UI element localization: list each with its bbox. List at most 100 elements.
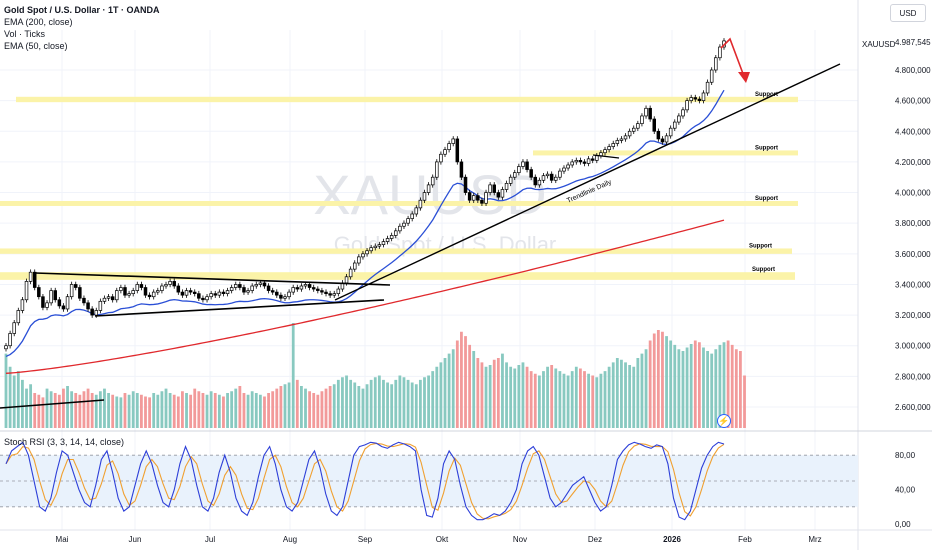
candle-body — [513, 172, 517, 178]
volume-bar — [271, 391, 275, 428]
volume-bar — [546, 366, 549, 428]
volume-bar — [628, 365, 632, 428]
legend-vol: Vol · Ticks — [4, 29, 46, 39]
volume-bar — [98, 391, 102, 428]
volume-bar — [435, 366, 439, 428]
support-label: Support — [749, 243, 772, 249]
support-zone — [16, 96, 798, 103]
volume-bar — [656, 330, 660, 428]
volume-bar — [361, 388, 365, 428]
candle-body — [537, 179, 542, 186]
candle-body — [299, 285, 304, 290]
candle-body — [139, 284, 144, 288]
candle-body — [381, 241, 386, 245]
volume-bar — [287, 382, 291, 428]
volume-bar — [230, 391, 234, 428]
price-tick-label: 4.200,000 — [895, 158, 931, 167]
candle-body — [172, 281, 176, 287]
support-label: Support — [755, 92, 778, 98]
volume-bar — [673, 344, 677, 428]
bolt-icon[interactable]: ⚡ — [717, 414, 731, 428]
candle-body — [623, 135, 628, 140]
candle-body — [324, 291, 328, 294]
volume-bar — [652, 333, 656, 428]
candle-body — [640, 115, 644, 124]
volume-bar — [537, 375, 541, 428]
volume-bar — [542, 371, 545, 428]
candle-body — [12, 322, 16, 334]
volume-bar — [583, 371, 586, 428]
ema-200-line — [5, 219, 725, 374]
currency-button[interactable]: USD — [890, 4, 926, 22]
volume-bar — [414, 384, 418, 428]
candle-body — [389, 235, 394, 239]
candle-body — [701, 92, 706, 101]
candle-body — [123, 287, 127, 296]
volume-bar — [472, 351, 476, 428]
candle-body — [254, 284, 259, 287]
volume-bar — [107, 393, 110, 428]
candle-body — [266, 285, 271, 291]
candle-body — [447, 143, 451, 151]
candle-body — [311, 287, 316, 290]
candle-body — [57, 299, 62, 307]
volume-bar — [250, 391, 254, 428]
volume-bar — [406, 379, 410, 428]
volume-bar — [488, 365, 492, 428]
candle-body — [492, 184, 496, 193]
volume-bar — [332, 384, 336, 428]
volume-bar — [739, 351, 742, 428]
support-label: Support — [755, 196, 778, 202]
volume-bar — [710, 353, 714, 428]
candle-body — [28, 271, 33, 282]
candle-body — [53, 290, 57, 301]
last-price: 4.987,545 — [895, 38, 931, 47]
candle-body — [430, 176, 435, 186]
candle-body — [525, 161, 529, 170]
volume-bar — [697, 342, 701, 428]
candle-body — [554, 176, 558, 181]
grid — [0, 30, 858, 530]
volume-bar — [90, 393, 94, 428]
volume-bar — [382, 379, 385, 428]
volume-bar — [66, 386, 69, 428]
candle-body — [517, 166, 521, 173]
time-tick-label: Mai — [56, 535, 69, 544]
flag-top-line — [592, 154, 620, 159]
candle-body — [439, 153, 443, 163]
candle-body — [369, 247, 373, 252]
candle-body — [488, 184, 492, 193]
candle-body — [496, 192, 501, 198]
price-tick-label: 3.800,000 — [895, 219, 931, 228]
volume-bar — [702, 347, 705, 428]
ema-50-path — [5, 89, 725, 358]
time-axis: Mai Jun Jul Aug Sep Okt Nov Dez 2026 Feb Mrz — [0, 529, 932, 544]
volume-bar — [632, 366, 636, 428]
volume-bar — [587, 373, 591, 428]
candle-body — [467, 192, 472, 201]
volume-bar — [201, 393, 205, 428]
time-tick-label: Sep — [358, 535, 373, 544]
volume-bar — [714, 349, 718, 428]
candle-body — [652, 118, 657, 132]
volume-bar — [328, 386, 332, 428]
time-tick-label: Okt — [436, 535, 449, 544]
candle-body — [463, 176, 468, 193]
candle-body — [229, 287, 234, 291]
candle-body — [110, 296, 115, 301]
candle-body — [307, 284, 312, 288]
support-label: Support — [752, 267, 775, 273]
volume-bar — [685, 347, 689, 428]
volume-bar — [172, 394, 176, 428]
candle-body — [135, 284, 140, 291]
candle-body — [373, 245, 378, 249]
time-tick-label: Feb — [738, 535, 752, 544]
volume-bar — [369, 379, 373, 428]
volume-bar — [648, 340, 652, 428]
volume-bar — [706, 351, 709, 428]
candle-body — [586, 158, 591, 164]
volume-bar — [205, 394, 209, 428]
volume-bar — [443, 358, 447, 428]
stoch-rsi-pane: 80,00 40,00 0,00 — [0, 430, 932, 529]
